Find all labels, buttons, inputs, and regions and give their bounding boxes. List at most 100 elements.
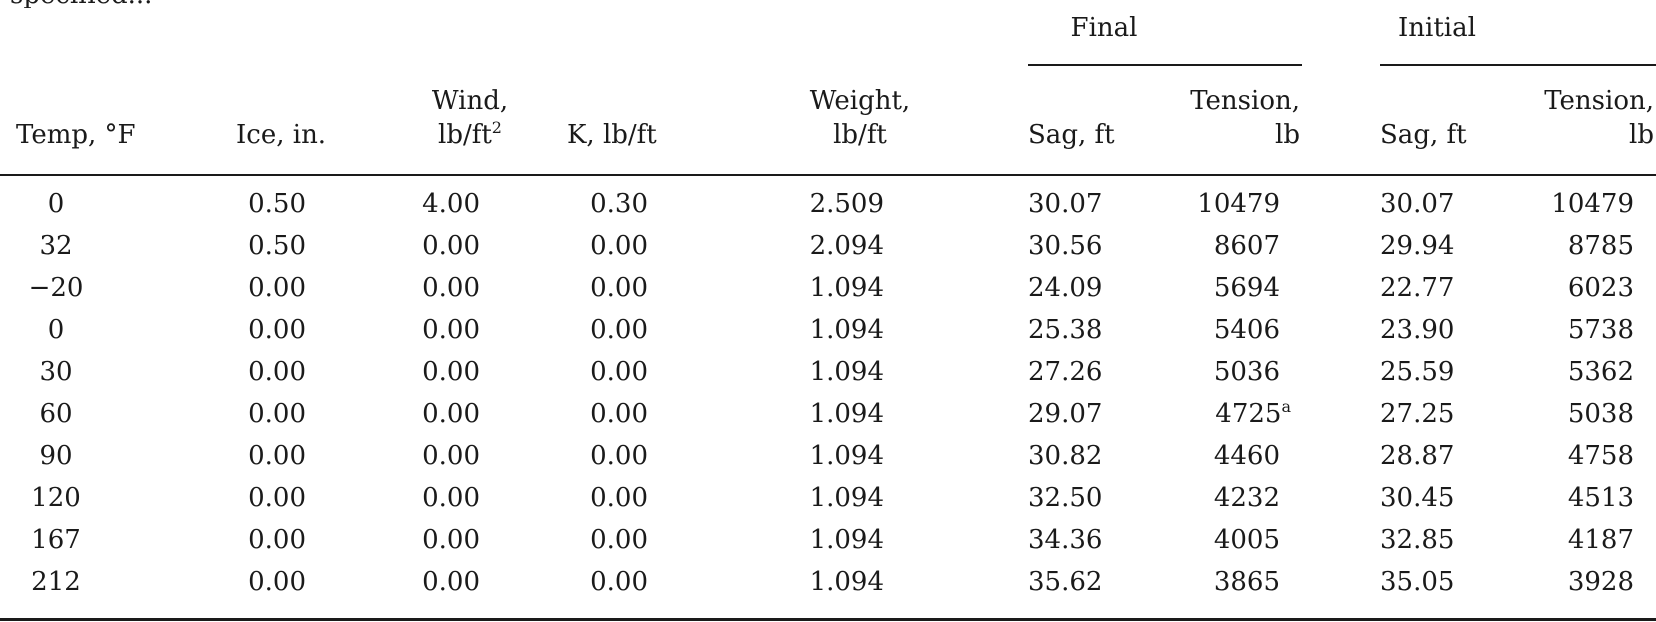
- cell-value: 0.00: [590, 315, 648, 345]
- cell-value: 1.094: [809, 441, 884, 471]
- cell-temp: 212: [8, 567, 104, 597]
- cell-value: 30.07: [1028, 189, 1103, 219]
- cell-value: 30: [39, 357, 73, 387]
- cell-value: 0.00: [248, 567, 306, 597]
- col-header-wind-line1: Wind,: [431, 86, 509, 116]
- cell-final-tension: 5406: [1140, 315, 1280, 345]
- cell-temp: 90: [8, 441, 104, 471]
- cell-initial-tension: 5362: [1494, 357, 1634, 387]
- cell-value: 4232: [1213, 483, 1280, 513]
- cell-value: 35.62: [1028, 567, 1103, 597]
- cell-final-sag: 25.38: [1028, 315, 1128, 345]
- clipped-text-line: specified...: [0, 0, 1000, 8]
- cell-value: 32.85: [1380, 525, 1455, 555]
- cell-value: 0.00: [422, 525, 480, 555]
- cell-value: 0.00: [422, 483, 480, 513]
- cell-value: 0.00: [590, 483, 648, 513]
- cell-value: 24.09: [1028, 273, 1103, 303]
- cell-value: 22.77: [1380, 273, 1455, 303]
- col-header-ice: Ice, in.: [236, 120, 327, 150]
- cell-value: 0.00: [248, 273, 306, 303]
- cell-temp: 60: [8, 399, 104, 429]
- cell-k: 0.00: [508, 525, 648, 555]
- cell-value: 0.00: [422, 567, 480, 597]
- cell-value: 1.094: [809, 273, 884, 303]
- cell-final-tension: 4005: [1140, 525, 1280, 555]
- cell-value: 1.094: [809, 483, 884, 513]
- cell-value: 34.36: [1028, 525, 1103, 555]
- cell-initial-tension: 10479: [1494, 189, 1634, 219]
- cell-value: 0.00: [422, 315, 480, 345]
- cell-value: 120: [31, 483, 81, 513]
- cell-value: 0.00: [422, 273, 480, 303]
- cell-value: 25.38: [1028, 315, 1103, 345]
- cell-value: 32.50: [1028, 483, 1103, 513]
- cell-value: 5038: [1567, 399, 1634, 429]
- cell-ice: 0.00: [166, 483, 306, 513]
- wind-unit-exponent: 2: [491, 118, 502, 137]
- cell-initial-tension: 5038: [1494, 399, 1634, 429]
- cell-value: 4460: [1213, 441, 1280, 471]
- cell-value: 1.094: [809, 315, 884, 345]
- cell-value: 0.00: [248, 357, 306, 387]
- cell-value: 25.59: [1380, 357, 1455, 387]
- cell-ice: 0.00: [166, 399, 306, 429]
- cell-value: 5406: [1213, 315, 1280, 345]
- cell-value: 8785: [1567, 231, 1634, 261]
- cell-value: 0.00: [590, 357, 648, 387]
- cell-wind: 0.00: [340, 357, 480, 387]
- cell-temp: 0: [8, 189, 104, 219]
- cell-value: 0.30: [590, 189, 648, 219]
- cell-final-tension: 4725a: [1151, 399, 1291, 430]
- cell-initial-tension: 5738: [1494, 315, 1634, 345]
- cell-weight: 1.094: [744, 357, 884, 387]
- col-header-weight-line2: lb/ft: [833, 120, 887, 150]
- cell-value: 0.00: [248, 483, 306, 513]
- cell-value: 90: [39, 441, 73, 471]
- cell-ice: 0.50: [166, 189, 306, 219]
- cell-initial-sag: 29.94: [1380, 231, 1480, 261]
- cell-weight: 1.094: [744, 399, 884, 429]
- cell-value: 0.00: [590, 441, 648, 471]
- cell-value: 27.25: [1380, 399, 1455, 429]
- cell-k: 0.30: [508, 189, 648, 219]
- cell-weight: 1.094: [744, 315, 884, 345]
- cell-value: 60: [39, 399, 73, 429]
- cell-value: 0.00: [422, 357, 480, 387]
- cell-temp: 30: [8, 357, 104, 387]
- cell-value: 0: [47, 189, 65, 219]
- cell-value: 10479: [1197, 189, 1280, 219]
- cell-value: 29.94: [1380, 231, 1455, 261]
- table-bottom-rule: [0, 618, 1656, 621]
- cell-ice: 0.00: [166, 273, 306, 303]
- col-header-final-tension-line1: Tension,: [1190, 86, 1300, 116]
- cell-temp: 167: [8, 525, 104, 555]
- cell-value: 28.87: [1380, 441, 1455, 471]
- cell-value: 4758: [1567, 441, 1634, 471]
- cell-value: 6023: [1567, 273, 1634, 303]
- cell-k: 0.00: [508, 315, 648, 345]
- col-header-wind-line2: lb/ft2: [410, 118, 530, 151]
- col-header-final-sag: Sag, ft: [1028, 120, 1115, 150]
- cell-value: 30.82: [1028, 441, 1103, 471]
- cell-k: 0.00: [508, 441, 648, 471]
- col-header-temp: Temp, °F: [16, 120, 136, 150]
- cell-weight: 1.094: [744, 441, 884, 471]
- col-header-weight-line1: Weight,: [809, 86, 911, 116]
- cell-value: 30.07: [1380, 189, 1455, 219]
- cell-value: 0.00: [590, 567, 648, 597]
- cell-value: 4513: [1567, 483, 1634, 513]
- cell-value: 23.90: [1380, 315, 1455, 345]
- cell-value: 0.50: [248, 189, 306, 219]
- cell-initial-sag: 30.45: [1380, 483, 1480, 513]
- cell-final-tension: 5036: [1140, 357, 1280, 387]
- cell-final-tension: 10479: [1140, 189, 1280, 219]
- cell-weight: 1.094: [744, 483, 884, 513]
- cell-initial-sag: 30.07: [1380, 189, 1480, 219]
- cell-initial-sag: 23.90: [1380, 315, 1480, 345]
- col-header-k: K, lb/ft: [567, 120, 657, 150]
- cell-weight: 1.094: [744, 567, 884, 597]
- cell-value: 35.05: [1380, 567, 1455, 597]
- col-header-initial-sag: Sag, ft: [1380, 120, 1467, 150]
